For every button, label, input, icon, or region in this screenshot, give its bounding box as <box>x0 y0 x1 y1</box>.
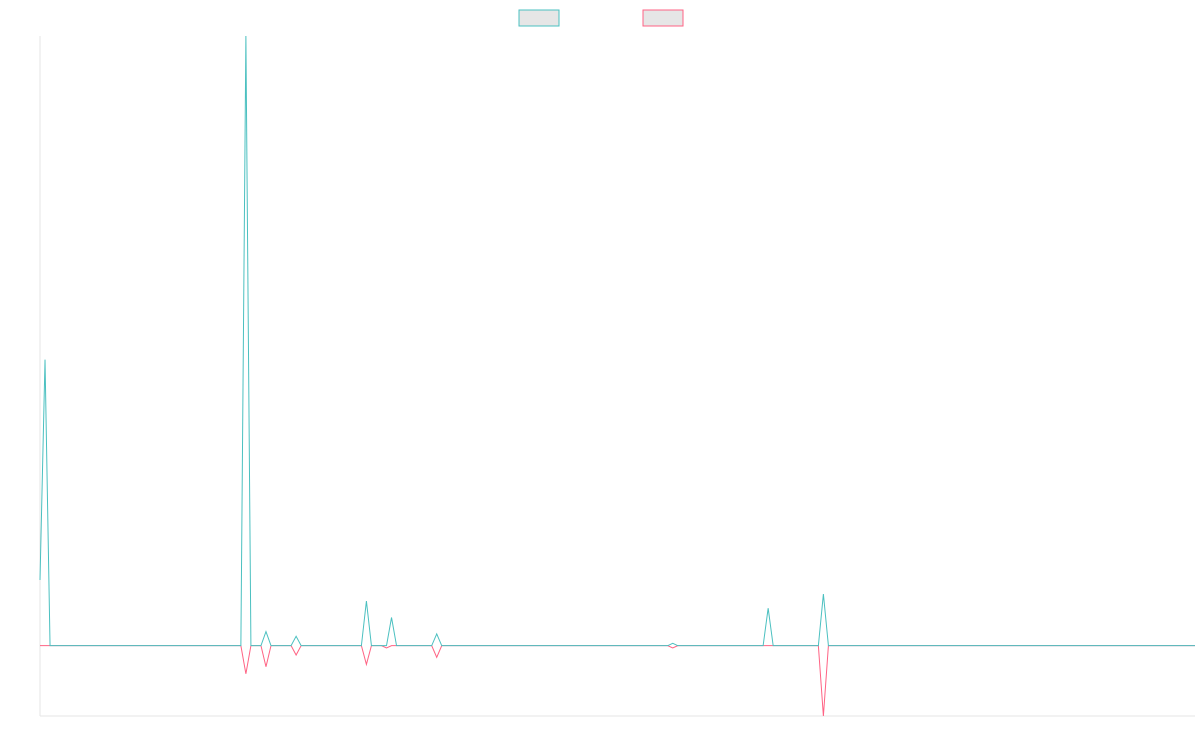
legend <box>518 9 684 27</box>
axes <box>39 36 1195 717</box>
legend-swatch-1[interactable] <box>518 9 560 27</box>
series-layer <box>39 35 1195 717</box>
series-line-1 <box>39 35 1195 647</box>
legend-swatch-2[interactable] <box>642 9 684 27</box>
series-line-2 <box>40 645 1195 717</box>
